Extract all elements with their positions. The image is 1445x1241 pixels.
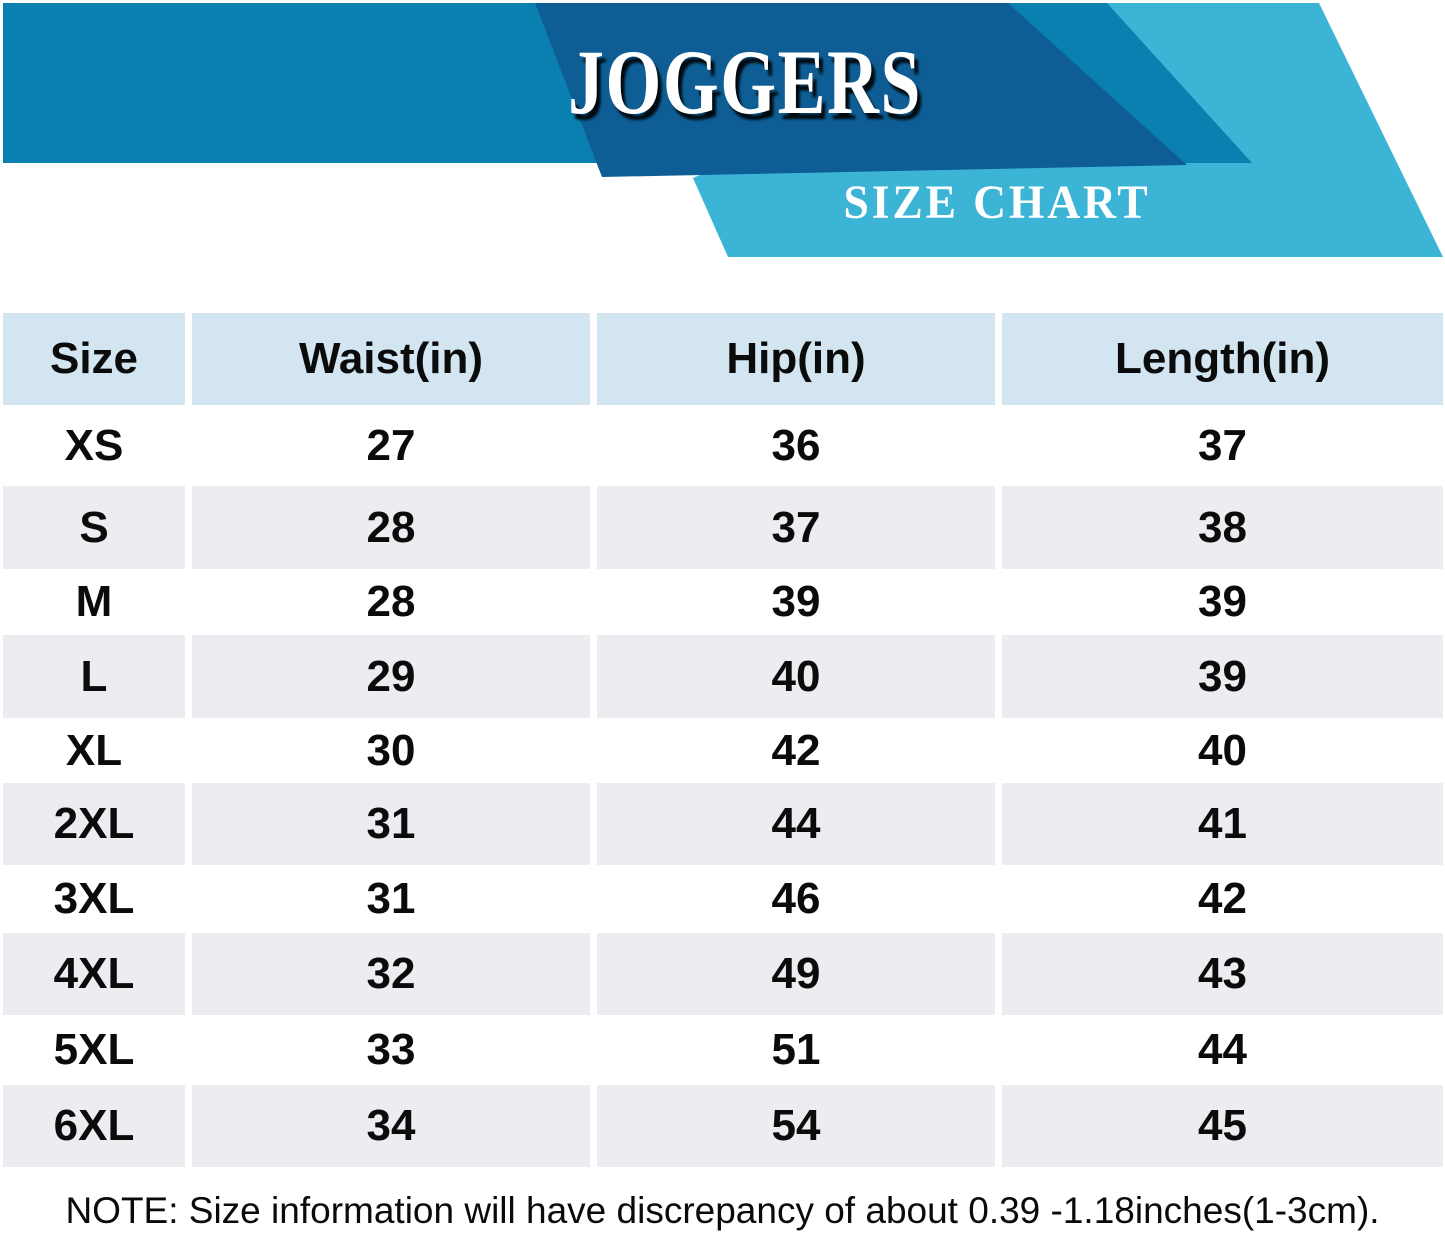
row-6xl-hip: 54: [597, 1085, 995, 1167]
row-s-length: 38: [1002, 486, 1443, 569]
row-2xl-hip: 44: [597, 783, 995, 865]
row-4xl-length: 43: [1002, 933, 1443, 1015]
row-4xl-hip: 49: [597, 933, 995, 1015]
row-2xl-size: 2XL: [3, 783, 185, 865]
row-xl-hip: 42: [597, 718, 995, 783]
size-table: Size Waist(in) Hip(in) Length(in) XS 27 …: [3, 313, 1443, 1167]
row-xl-length: 40: [1002, 718, 1443, 783]
row-4xl-size: 4XL: [3, 933, 185, 1015]
row-3xl-size: 3XL: [3, 865, 185, 933]
row-6xl-size: 6XL: [3, 1085, 185, 1167]
row-l-length: 39: [1002, 635, 1443, 718]
row-s-waist: 28: [192, 486, 590, 569]
row-l-hip: 40: [597, 635, 995, 718]
row-6xl-waist: 34: [192, 1085, 590, 1167]
row-s-size: S: [3, 486, 185, 569]
row-xs-hip: 36: [597, 405, 995, 486]
column-header-length: Length(in): [1002, 313, 1443, 405]
row-xs-waist: 27: [192, 405, 590, 486]
row-xs-size: XS: [3, 405, 185, 486]
row-3xl-waist: 31: [192, 865, 590, 933]
page-title: JOGGERS: [568, 31, 922, 133]
row-s-hip: 37: [597, 486, 995, 569]
row-3xl-length: 42: [1002, 865, 1443, 933]
row-2xl-waist: 31: [192, 783, 590, 865]
header-banner: JOGGERS SIZE CHART: [0, 0, 1445, 262]
row-2xl-length: 41: [1002, 783, 1443, 865]
page-subtitle: SIZE CHART: [843, 176, 1151, 229]
row-5xl-length: 44: [1002, 1015, 1443, 1085]
row-m-hip: 39: [597, 569, 995, 635]
row-5xl-hip: 51: [597, 1015, 995, 1085]
row-6xl-length: 45: [1002, 1085, 1443, 1167]
row-5xl-waist: 33: [192, 1015, 590, 1085]
row-3xl-hip: 46: [597, 865, 995, 933]
row-4xl-waist: 32: [192, 933, 590, 1015]
row-l-waist: 29: [192, 635, 590, 718]
row-xl-waist: 30: [192, 718, 590, 783]
row-l-size: L: [3, 635, 185, 718]
row-m-length: 39: [1002, 569, 1443, 635]
row-m-waist: 28: [192, 569, 590, 635]
row-xl-size: XL: [3, 718, 185, 783]
row-m-size: M: [3, 569, 185, 635]
note-text: NOTE: Size information will have discrep…: [65, 1190, 1380, 1231]
row-5xl-size: 5XL: [3, 1015, 185, 1085]
row-xs-length: 37: [1002, 405, 1443, 486]
column-header-hip: Hip(in): [597, 313, 995, 405]
column-header-size: Size: [3, 313, 185, 405]
column-header-waist: Waist(in): [192, 313, 590, 405]
